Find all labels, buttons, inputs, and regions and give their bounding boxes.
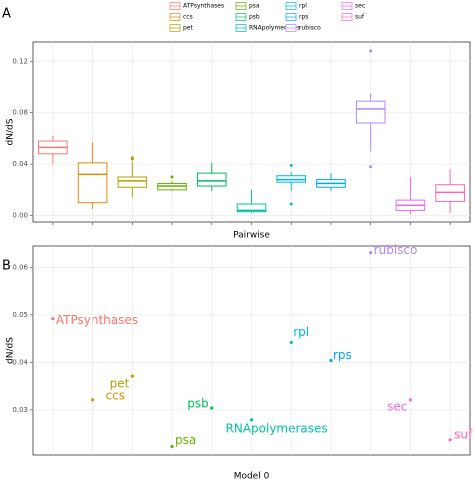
outlier [130,157,134,161]
y-tick-label: 0.12 [12,57,28,65]
point [289,340,293,345]
x-axis-label: Model 0 [234,472,270,481]
outlier [369,165,373,169]
x-axis-label: Pairwise [233,231,270,241]
point [130,374,134,378]
box [77,162,108,204]
outlier [170,175,174,179]
y-axis-label: dN/dS [6,337,16,364]
point-label: RNApolymerases [226,421,328,435]
y-tick-label: 0.00 [12,212,28,220]
y-tick-label: 0.05 [12,311,28,319]
point [369,251,373,255]
y-tick-label: 0.06 [12,263,28,271]
legend-label: suf [355,14,365,21]
point-label: ccs [106,388,125,402]
point [170,444,174,449]
point [51,317,55,321]
y-tick-label: 0.03 [12,406,28,414]
y-tick-label: 0.04 [12,358,28,366]
legend-label: sec [355,3,365,10]
point [90,398,95,402]
point-label: psb [187,396,209,410]
point-label: pet [110,377,130,391]
legend-label: rubisco [299,25,321,32]
point-label: suf [454,427,473,441]
panel-label: A [2,7,11,22]
legend-label: psb [249,14,260,21]
point-label: rpl [293,325,309,339]
legend-label: RNApolymerases [249,25,300,32]
y-tick-label: 0.08 [12,109,28,117]
legend-label: pet [183,25,194,32]
legend-label: ccs [183,14,193,21]
outlier [369,49,373,53]
y-tick-label: 0.04 [12,160,28,168]
point-label: rubisco [374,243,418,257]
box [236,203,267,213]
point-label: rps [333,348,352,362]
legend-label: rps [299,14,308,21]
box [117,176,148,188]
legend-label: rpl [299,3,307,10]
outlier [289,202,293,206]
y-axis-label: dN/dS [6,118,16,145]
outlier [289,163,293,167]
box [196,172,227,187]
point-label: ATPsynthases [56,313,138,327]
legend-label: ATPsynthases [183,3,224,10]
legend-label: psa [249,3,260,10]
point [408,398,413,402]
panel-label: B [2,259,11,274]
point [329,358,333,363]
box [355,100,386,124]
point-label: psa [175,433,196,447]
point [249,418,254,422]
point [448,438,452,442]
point [210,406,214,410]
point-label: sec [387,399,407,413]
